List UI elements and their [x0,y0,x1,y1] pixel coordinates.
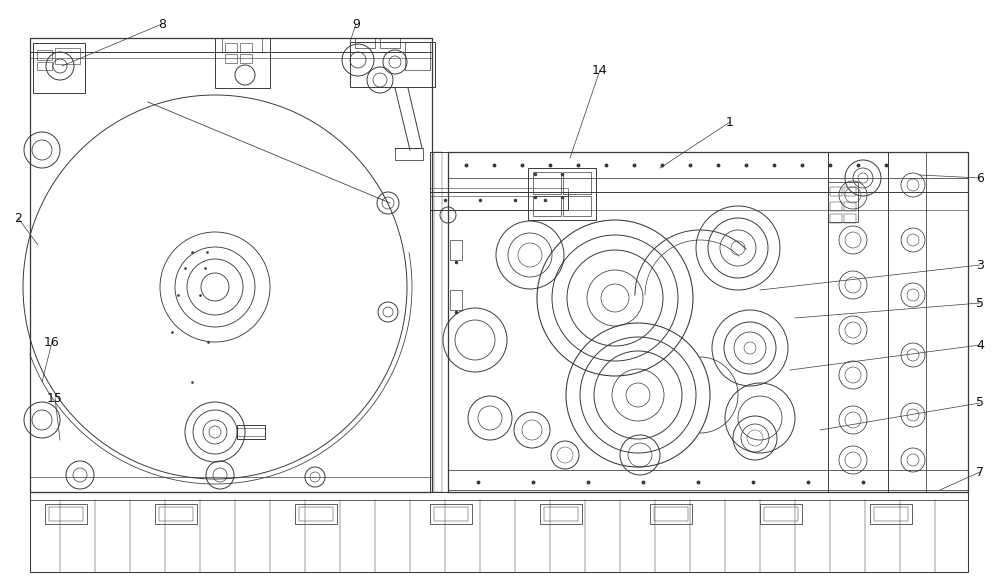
Bar [225,43,237,52]
Bar [434,507,468,521]
Bar [874,507,908,521]
Bar [225,54,237,63]
Bar [563,196,591,216]
Bar [563,172,591,194]
Bar [434,152,442,492]
Bar [222,38,262,52]
Bar [405,42,430,70]
Bar [155,504,197,524]
Bar [450,240,462,260]
Bar [30,52,432,58]
Bar [215,38,270,88]
Bar [533,196,561,216]
Text: 15: 15 [47,392,63,405]
Bar [380,38,400,48]
Bar [430,504,472,524]
Bar [448,470,968,490]
Bar [764,507,798,521]
Bar [844,187,856,196]
Bar [830,202,842,211]
Bar [37,50,52,60]
Text: 2: 2 [14,212,22,225]
Text: 14: 14 [592,64,608,76]
Text: 6: 6 [976,172,984,185]
Bar [30,38,432,52]
Bar [295,504,337,524]
Bar [430,152,448,492]
Bar [830,187,842,196]
Bar [395,148,423,160]
Bar [430,192,568,210]
Bar [45,504,87,524]
Bar [844,214,856,223]
Bar [49,507,83,521]
Bar [760,504,802,524]
Bar [870,504,912,524]
Text: 5: 5 [976,396,984,409]
Bar [55,48,80,64]
Bar [299,507,333,521]
Bar [828,182,858,222]
Bar [237,425,265,439]
Text: 9: 9 [352,18,360,31]
Bar [240,54,252,63]
Bar [450,290,462,310]
Bar [830,214,842,223]
Text: 7: 7 [976,466,984,479]
Bar [159,507,193,521]
Text: 8: 8 [158,18,166,31]
Bar [30,38,432,492]
Bar [237,428,265,436]
Bar [528,168,596,220]
Text: 3: 3 [976,259,984,272]
Bar [448,152,968,178]
Bar [654,507,688,521]
Bar [650,504,692,524]
Text: 5: 5 [976,296,984,309]
Bar [544,507,578,521]
Bar [30,492,968,572]
Bar [37,62,52,70]
Text: 4: 4 [976,339,984,352]
Bar [240,43,252,52]
Bar [533,172,561,194]
Text: 16: 16 [44,336,60,349]
Bar [350,42,435,87]
Bar [844,202,856,211]
Text: 1: 1 [726,115,734,129]
Bar [430,188,568,196]
Bar [355,38,375,48]
Bar [540,504,582,524]
Bar [448,152,968,492]
Bar [33,43,85,93]
